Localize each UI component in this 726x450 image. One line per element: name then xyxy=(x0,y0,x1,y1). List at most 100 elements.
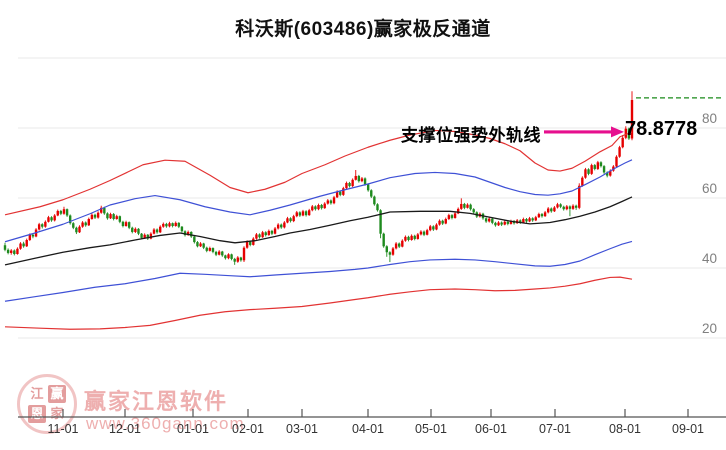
x-tick-label: 04-01 xyxy=(352,422,384,436)
candle-body xyxy=(553,207,556,212)
candle-body xyxy=(255,234,258,239)
candle-body xyxy=(158,226,162,233)
candle-body xyxy=(143,234,146,238)
candle-body xyxy=(550,208,553,212)
candle-body xyxy=(599,162,603,167)
candle-body xyxy=(531,218,534,221)
candle-body xyxy=(239,257,243,261)
candle-body xyxy=(432,226,435,230)
candle-body xyxy=(394,243,398,249)
candle-body xyxy=(376,204,379,211)
candle-body xyxy=(537,214,541,218)
candle-body xyxy=(385,246,388,253)
candle-body xyxy=(28,234,32,240)
candle-body xyxy=(528,218,531,222)
candle-body xyxy=(152,229,156,234)
candle-body xyxy=(227,254,230,259)
candle-body xyxy=(332,197,336,204)
candle-body xyxy=(249,241,252,245)
candle-body xyxy=(559,204,562,207)
candle-body xyxy=(571,205,575,209)
chart-title: 科沃斯(603486)赢家极反通道 xyxy=(235,19,491,40)
candle-body xyxy=(180,226,184,232)
candle-body xyxy=(22,243,25,247)
candle-body xyxy=(211,248,215,252)
candle-body xyxy=(137,228,140,234)
candle-body xyxy=(165,223,168,227)
candle-body xyxy=(31,234,35,237)
x-tick-label: 05-01 xyxy=(415,422,447,436)
candle-body xyxy=(25,240,28,247)
y-tick-label: 60 xyxy=(702,181,717,196)
candle-body xyxy=(404,236,407,241)
candle-body xyxy=(609,170,612,176)
candle-body xyxy=(208,248,212,251)
candle-body xyxy=(382,233,385,247)
candle-body xyxy=(519,220,522,223)
candle-body xyxy=(245,241,249,248)
candle-body xyxy=(422,231,426,235)
candle-body xyxy=(590,165,593,174)
candle-body xyxy=(360,178,364,182)
x-tick-label: 11-01 xyxy=(47,422,78,436)
candle-body xyxy=(68,215,72,224)
candle-body xyxy=(391,248,395,255)
candle-body xyxy=(301,211,305,216)
candle-body xyxy=(62,209,66,214)
candle-body xyxy=(183,231,187,236)
candle-body xyxy=(466,204,469,208)
candle-body xyxy=(298,212,302,216)
candle-body xyxy=(323,203,326,209)
candle-body xyxy=(469,204,472,210)
candle-body xyxy=(363,178,367,185)
candle-body xyxy=(124,222,128,226)
x-tick-label: 08-01 xyxy=(609,422,641,436)
candle-body xyxy=(50,217,53,221)
upper-outer-rail-line xyxy=(4,129,633,216)
candle-body xyxy=(155,229,159,233)
candle-body xyxy=(199,243,202,247)
candle-body xyxy=(10,250,13,253)
candle-body xyxy=(456,208,460,214)
candle-body xyxy=(162,223,165,227)
candle-body xyxy=(460,203,463,209)
candle-body xyxy=(615,156,618,167)
candle-body xyxy=(44,221,47,227)
candle-body xyxy=(72,223,75,228)
y-tick-label: 20 xyxy=(702,321,717,336)
candle-body xyxy=(174,222,177,226)
candle-body xyxy=(314,206,317,210)
candle-body xyxy=(13,250,16,254)
candle-body xyxy=(435,224,438,230)
middle-line-line xyxy=(4,196,633,266)
candle-body xyxy=(562,206,565,210)
candle-body xyxy=(37,224,41,230)
candle-body xyxy=(444,219,447,224)
candle-body xyxy=(115,216,118,219)
x-tick-label: 02-01 xyxy=(232,422,264,436)
candle-body xyxy=(540,214,544,217)
candle-body xyxy=(593,165,596,169)
y-tick-label: 80 xyxy=(702,111,717,126)
candle-body xyxy=(65,209,69,216)
candle-body xyxy=(326,200,330,204)
candle-body xyxy=(280,224,283,228)
support-line-value: 78.8778 xyxy=(625,118,698,140)
candle-body xyxy=(96,212,100,218)
candle-body xyxy=(106,213,109,219)
candle-body xyxy=(366,184,370,191)
candle-body xyxy=(16,248,19,254)
candle-body xyxy=(335,191,339,198)
candle-body xyxy=(602,166,606,173)
x-tick-label: 01-01 xyxy=(177,422,209,436)
candle-body xyxy=(388,252,392,255)
candle-body xyxy=(6,249,10,253)
watermark-seal-char: 赢 xyxy=(48,385,66,403)
candle-body xyxy=(140,233,143,238)
annotation-arrow-head xyxy=(611,126,624,138)
lower-outer-rail-line xyxy=(4,276,633,330)
candle-body xyxy=(596,162,600,169)
candle-body xyxy=(429,226,432,231)
candle-body xyxy=(370,190,373,197)
candle-body xyxy=(311,206,314,211)
